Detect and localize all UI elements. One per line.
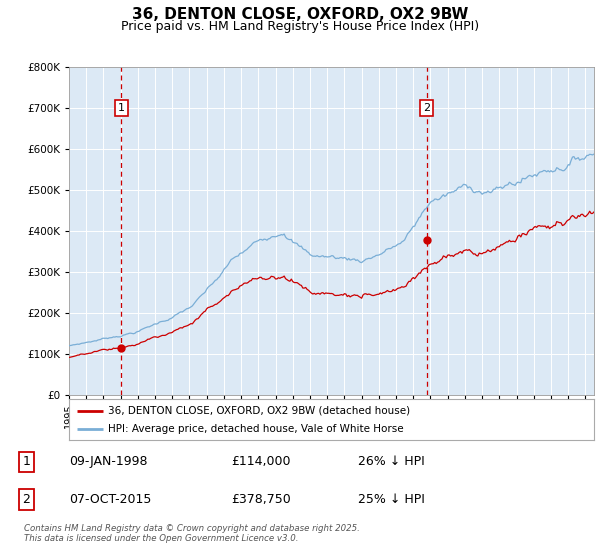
Text: 2: 2	[423, 103, 430, 113]
Text: 36, DENTON CLOSE, OXFORD, OX2 9BW (detached house): 36, DENTON CLOSE, OXFORD, OX2 9BW (detac…	[109, 405, 410, 416]
Text: £114,000: £114,000	[231, 455, 290, 468]
Text: 2: 2	[22, 493, 31, 506]
Text: HPI: Average price, detached house, Vale of White Horse: HPI: Average price, detached house, Vale…	[109, 424, 404, 434]
Text: 26% ↓ HPI: 26% ↓ HPI	[358, 455, 424, 468]
Text: £378,750: £378,750	[231, 493, 290, 506]
Text: 36, DENTON CLOSE, OXFORD, OX2 9BW: 36, DENTON CLOSE, OXFORD, OX2 9BW	[132, 7, 468, 22]
Text: 09-JAN-1998: 09-JAN-1998	[70, 455, 148, 468]
Text: Contains HM Land Registry data © Crown copyright and database right 2025.
This d: Contains HM Land Registry data © Crown c…	[24, 524, 360, 543]
Text: 1: 1	[22, 455, 31, 468]
Text: Price paid vs. HM Land Registry's House Price Index (HPI): Price paid vs. HM Land Registry's House …	[121, 20, 479, 32]
Text: 1: 1	[118, 103, 125, 113]
Text: 25% ↓ HPI: 25% ↓ HPI	[358, 493, 424, 506]
Text: 07-OCT-2015: 07-OCT-2015	[70, 493, 152, 506]
